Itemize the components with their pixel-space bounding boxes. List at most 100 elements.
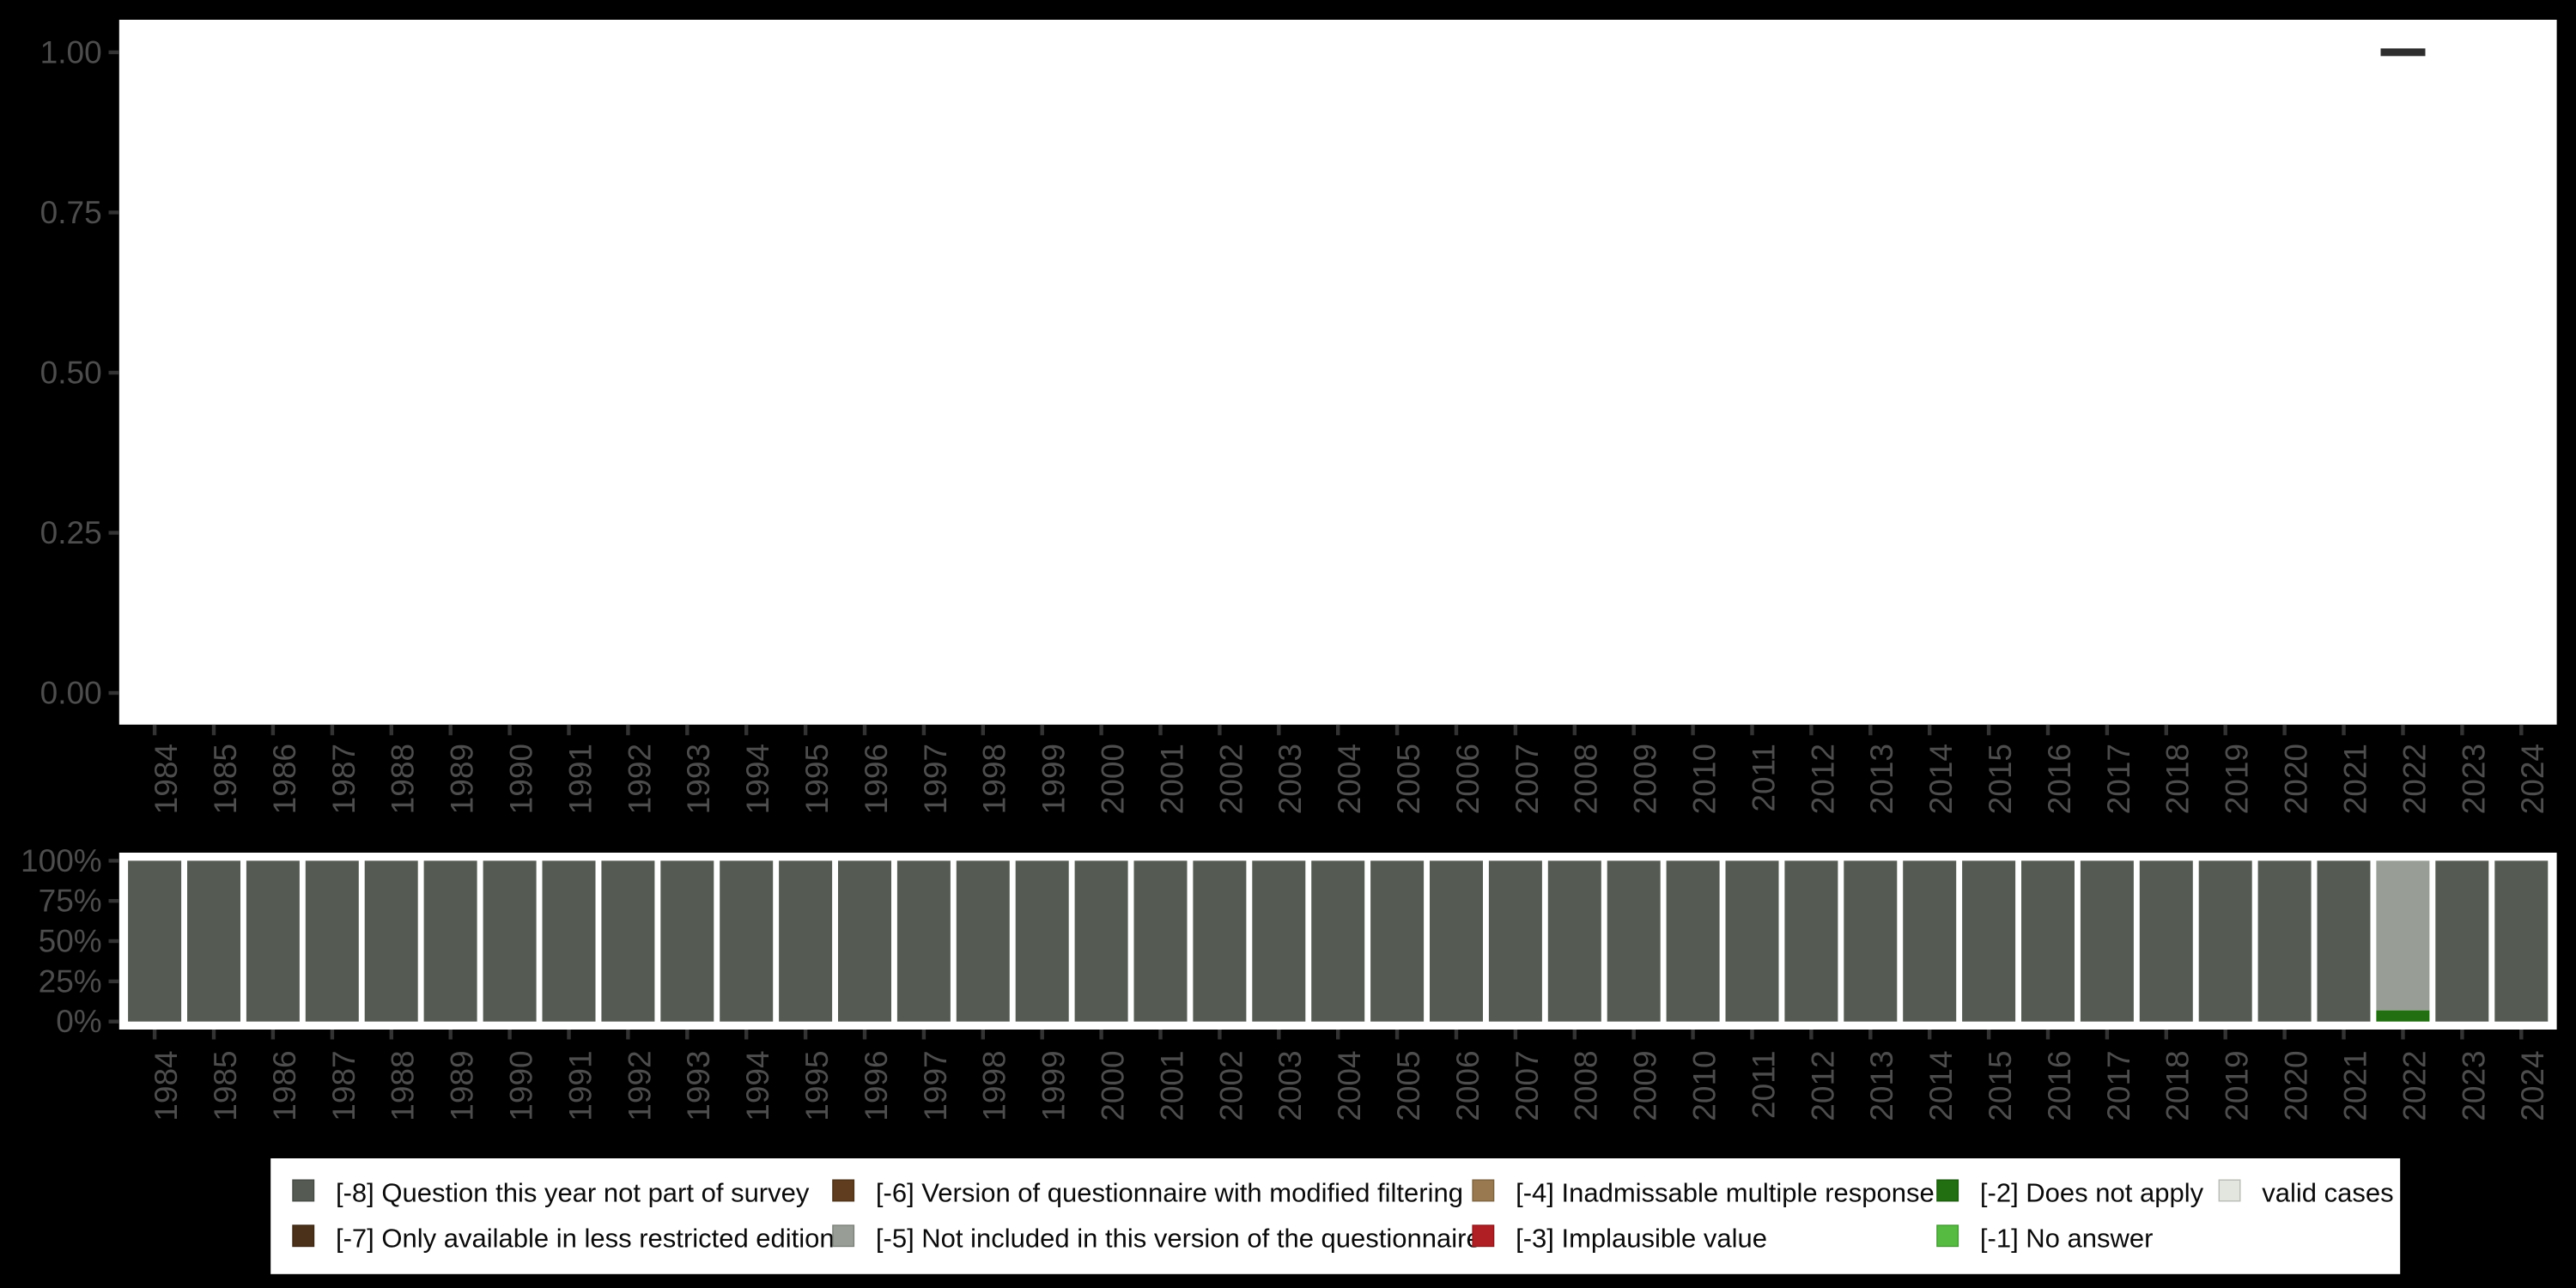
svg-text:1986: 1986 — [267, 1050, 302, 1121]
svg-text:0.75: 0.75 — [40, 195, 102, 230]
svg-text:2023: 2023 — [2456, 1050, 2491, 1121]
svg-text:2002: 2002 — [1213, 1050, 1249, 1121]
svg-text:2007: 2007 — [1510, 1050, 1545, 1121]
svg-text:2013: 2013 — [1864, 744, 1899, 814]
svg-text:1999: 1999 — [1036, 744, 1072, 814]
svg-text:2020: 2020 — [2279, 744, 2314, 814]
svg-text:2011: 2011 — [1746, 744, 1781, 812]
svg-text:[-3] Implausible value: [-3] Implausible value — [1516, 1223, 1767, 1253]
svg-text:2015: 2015 — [1983, 1050, 2018, 1121]
svg-text:2020: 2020 — [2279, 1050, 2314, 1121]
svg-text:2015: 2015 — [1983, 744, 2018, 814]
svg-text:1984: 1984 — [149, 744, 184, 814]
svg-text:2021: 2021 — [2337, 1050, 2372, 1121]
svg-text:2003: 2003 — [1273, 1050, 1308, 1121]
svg-text:1992: 1992 — [622, 744, 657, 814]
svg-text:2010: 2010 — [1687, 1050, 1722, 1121]
svg-text:1998: 1998 — [977, 1050, 1012, 1121]
svg-text:1989: 1989 — [445, 1050, 480, 1121]
svg-text:1991: 1991 — [562, 744, 598, 814]
svg-text:2000: 2000 — [1096, 744, 1131, 814]
svg-text:2019: 2019 — [2220, 1050, 2255, 1121]
svg-text:1985: 1985 — [208, 1050, 243, 1121]
svg-text:[-8] Question this year not pa: [-8] Question this year not part of surv… — [336, 1178, 810, 1208]
svg-text:0.25: 0.25 — [40, 515, 102, 550]
svg-text:1987: 1987 — [326, 1050, 361, 1121]
svg-text:1998: 1998 — [977, 744, 1012, 814]
svg-text:2012: 2012 — [1805, 744, 1840, 814]
svg-text:1986: 1986 — [267, 744, 302, 814]
svg-text:1995: 1995 — [799, 1050, 835, 1121]
svg-text:2016: 2016 — [2042, 744, 2077, 814]
svg-text:2009: 2009 — [1628, 744, 1663, 814]
svg-text:2024: 2024 — [2515, 1050, 2550, 1121]
svg-text:2014: 2014 — [1923, 744, 1959, 814]
svg-text:2022: 2022 — [2397, 1050, 2432, 1121]
svg-text:0.50: 0.50 — [40, 355, 102, 390]
svg-text:1987: 1987 — [326, 744, 361, 814]
svg-text:2000: 2000 — [1096, 1050, 1131, 1121]
svg-text:1994: 1994 — [740, 744, 775, 814]
svg-text:1989: 1989 — [445, 744, 480, 814]
svg-text:2009: 2009 — [1628, 1050, 1663, 1121]
svg-text:2022: 2022 — [2397, 744, 2432, 814]
svg-text:25%: 25% — [39, 963, 102, 999]
svg-text:2008: 2008 — [1569, 1050, 1604, 1121]
svg-text:2010: 2010 — [1687, 744, 1722, 814]
svg-text:2014: 2014 — [1923, 1050, 1959, 1121]
svg-text:1988: 1988 — [386, 1050, 421, 1121]
svg-text:2017: 2017 — [2101, 744, 2136, 814]
svg-text:1997: 1997 — [918, 744, 953, 814]
svg-text:0%: 0% — [56, 1004, 101, 1039]
svg-text:2007: 2007 — [1510, 744, 1545, 814]
svg-text:2024: 2024 — [2515, 744, 2550, 814]
svg-text:1992: 1992 — [622, 1050, 657, 1121]
svg-text:100%: 100% — [21, 843, 102, 878]
svg-text:2004: 2004 — [1332, 744, 1367, 814]
svg-text:1990: 1990 — [504, 1050, 539, 1121]
svg-text:2002: 2002 — [1213, 744, 1249, 814]
svg-text:2019: 2019 — [2220, 744, 2255, 814]
svg-text:[-6] Version of questionnaire: [-6] Version of questionnaire with modif… — [876, 1178, 1463, 1208]
svg-text:2023: 2023 — [2456, 744, 2491, 814]
svg-text:[-4] Inadmissable multiple res: [-4] Inadmissable multiple response — [1516, 1178, 1935, 1208]
svg-text:2017: 2017 — [2101, 1050, 2136, 1121]
svg-text:2021: 2021 — [2337, 744, 2372, 814]
svg-text:1985: 1985 — [208, 744, 243, 814]
svg-text:2006: 2006 — [1450, 744, 1485, 814]
svg-text:1990: 1990 — [504, 744, 539, 814]
svg-text:1996: 1996 — [859, 1050, 894, 1121]
svg-text:1993: 1993 — [681, 744, 716, 814]
svg-text:1991: 1991 — [562, 1050, 598, 1121]
svg-text:[-2] Does not apply: [-2] Does not apply — [1980, 1178, 2204, 1208]
svg-text:1984: 1984 — [149, 1050, 184, 1121]
svg-text:1993: 1993 — [681, 1050, 716, 1121]
svg-text:75%: 75% — [39, 884, 102, 919]
svg-text:1997: 1997 — [918, 1050, 953, 1121]
svg-text:1999: 1999 — [1036, 1050, 1072, 1121]
svg-text:2008: 2008 — [1569, 744, 1604, 814]
svg-text:50%: 50% — [39, 924, 102, 959]
svg-text:1995: 1995 — [799, 744, 835, 814]
svg-text:2003: 2003 — [1273, 744, 1308, 814]
svg-text:1988: 1988 — [386, 744, 421, 814]
svg-text:1994: 1994 — [740, 1050, 775, 1121]
svg-text:2016: 2016 — [2042, 1050, 2077, 1121]
svg-text:2011: 2011 — [1746, 1050, 1781, 1119]
svg-text:0.00: 0.00 — [40, 675, 102, 710]
svg-text:2018: 2018 — [2160, 744, 2196, 814]
svg-text:2001: 2001 — [1154, 1050, 1189, 1121]
svg-text:2001: 2001 — [1154, 744, 1189, 814]
svg-text:2005: 2005 — [1391, 744, 1426, 814]
svg-text:2006: 2006 — [1450, 1050, 1485, 1121]
svg-text:2004: 2004 — [1332, 1050, 1367, 1121]
svg-text:[-5] Not included in this vers: [-5] Not included in this version of the… — [876, 1223, 1481, 1253]
svg-text:[-7] Only available in less re: [-7] Only available in less restricted e… — [336, 1223, 835, 1253]
svg-text:valid cases: valid cases — [2262, 1178, 2393, 1208]
svg-text:1.00: 1.00 — [40, 34, 102, 70]
svg-text:2012: 2012 — [1805, 1050, 1840, 1121]
svg-text:1996: 1996 — [859, 744, 894, 814]
svg-text:2018: 2018 — [2160, 1050, 2196, 1121]
svg-text:[-1] No answer: [-1] No answer — [1980, 1223, 2154, 1253]
svg-text:2013: 2013 — [1864, 1050, 1899, 1121]
